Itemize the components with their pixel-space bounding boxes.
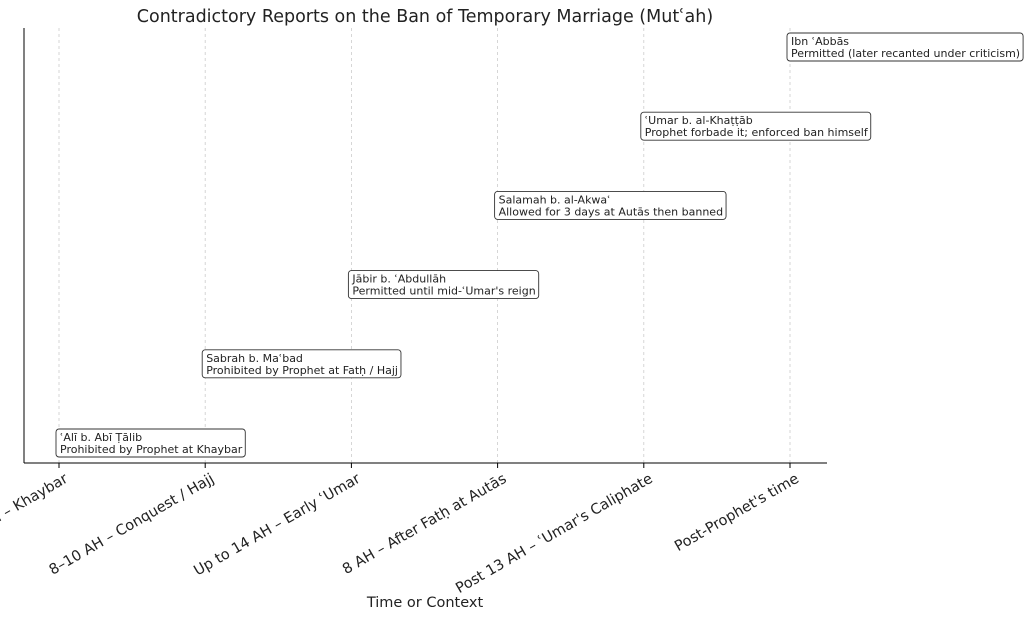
annotation-frame — [494, 190, 727, 220]
annotation-narrator: Ibn ʿAbbās — [791, 35, 849, 48]
annotation-narrator: Jābir b. ʿAbdullāh — [351, 273, 446, 286]
x-tick-label: 8 AH – After Fatḥ at Autās — [340, 471, 509, 578]
x-tick-label: Up to 14 AH – Early ʿUmar — [191, 471, 363, 579]
x-axis-label: Time or Context — [366, 595, 484, 611]
annotation-report: Prohibited by Prophet at Khaybar — [60, 443, 243, 456]
annotation-frame — [786, 32, 1024, 62]
chart-title: Contradictory Reports on the Ban of Temp… — [137, 7, 713, 27]
annotation-frame — [347, 270, 540, 300]
annotation-frame — [201, 349, 402, 379]
grid-layer — [58, 28, 791, 463]
annotation-narrator: Sabrah b. Maʿbad — [206, 352, 303, 365]
annotation-report: Permitted until mid-ʿUmar's reign — [352, 285, 535, 298]
annotation-narrator: ʿAlī b. Abī Ṭālib — [60, 431, 142, 444]
x-tick-label: 7 AH – Khaybar — [0, 471, 71, 541]
x-tick-label: 8–10 AH – Conquest / Hajj — [47, 471, 217, 579]
annotation-frame — [55, 428, 246, 458]
annotation-narrator: Salamah b. al-Akwaʿ — [499, 193, 611, 206]
annotation-report: Prohibited by Prophet at Fatḥ / Hajj — [206, 364, 398, 377]
x-tick-label: Post-Prophet's time — [672, 471, 802, 555]
annotation-report: Permitted (later recanted under criticis… — [791, 47, 1020, 60]
annotation-report: Prophet forbade it; enforced ban himself — [645, 126, 869, 139]
annotation-report: Allowed for 3 days at Autās then banned — [499, 205, 723, 218]
data-point-layer — [57, 45, 792, 445]
annotation-frame — [640, 111, 872, 141]
annotation-narrator: ʿUmar b. al-Khaṭṭāb — [645, 114, 753, 127]
